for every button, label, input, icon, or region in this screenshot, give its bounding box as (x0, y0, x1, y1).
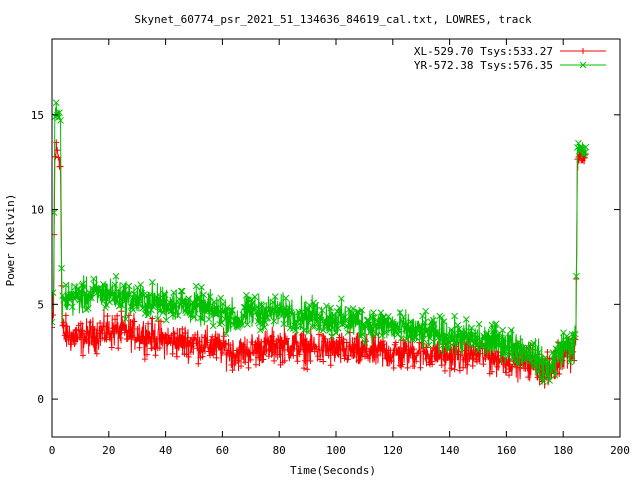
y-tick-label: 15 (31, 109, 44, 122)
x-tick-label: 120 (383, 444, 403, 457)
x-axis-label: Time(Seconds) (290, 464, 376, 477)
plot-frame (51, 38, 621, 438)
x-tick-label: 60 (216, 444, 229, 457)
x-tick-label: 80 (273, 444, 286, 457)
y-axis-label: Power (Kelvin) (4, 194, 17, 287)
legend-marker (580, 48, 586, 54)
series-layer (52, 99, 590, 389)
y-tick-label: 10 (31, 204, 44, 217)
y-ticks: 0 5 10 15 (31, 109, 620, 406)
x-tick-label: 0 (49, 444, 56, 457)
series-markers (52, 139, 589, 385)
legend-label: YR-572.38 Tsys:576.35 (414, 59, 553, 72)
x-tick-label: 20 (102, 444, 115, 457)
x-tick-label: 140 (440, 444, 460, 457)
series-xl (52, 139, 589, 389)
x-ticks: 0 20 40 60 80 100 120 140 160 180 200 (49, 39, 630, 457)
legend-marker (579, 61, 587, 69)
legend-label: XL-529.70 Tsys:533.27 (414, 45, 553, 58)
x-tick-label: 200 (610, 444, 630, 457)
x-tick-label: 100 (326, 444, 346, 457)
x-tick-label: 40 (159, 444, 172, 457)
chart-title: Skynet_60774_psr_2021_51_134636_84619_ca… (134, 13, 532, 26)
series-markers (52, 99, 590, 385)
x-tick-label: 180 (553, 444, 573, 457)
x-tick-label: 160 (496, 444, 516, 457)
plot-area (52, 99, 590, 389)
y-tick-label: 5 (37, 298, 44, 311)
series-yr (52, 99, 590, 385)
y-tick-label: 0 (37, 393, 44, 406)
